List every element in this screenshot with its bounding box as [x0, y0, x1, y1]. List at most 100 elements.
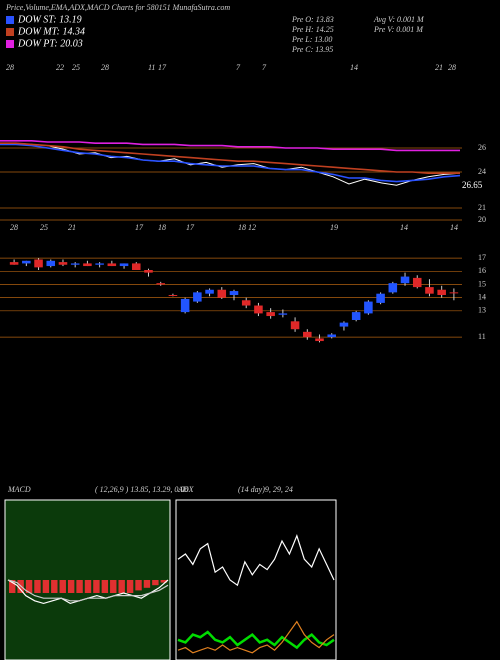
macd-hist — [93, 580, 100, 593]
last-price: 26.65 — [462, 180, 483, 190]
price-line — [0, 140, 460, 152]
candle-body — [156, 283, 165, 285]
info-text: Pre L: 13.00 — [291, 35, 332, 44]
date-label: 21 — [435, 63, 443, 72]
date-label: 7 — [262, 63, 267, 72]
candle-body — [437, 289, 446, 295]
candle-body — [412, 277, 422, 288]
date-label: 14 — [350, 63, 358, 72]
candle-body — [315, 338, 324, 342]
date-label: 17 — [135, 223, 144, 232]
candle-body — [46, 260, 56, 267]
candle-body — [254, 305, 263, 314]
adx-line — [177, 620, 335, 654]
date-label: 17 — [158, 63, 167, 72]
candle-body — [303, 331, 312, 338]
candle-body — [144, 270, 153, 273]
candle-body — [131, 263, 141, 270]
y-tick-label: 14 — [478, 292, 486, 301]
macd-hist — [34, 580, 41, 593]
candle-body — [388, 283, 398, 293]
panel-title: MACD — [7, 485, 31, 494]
y-tick-label: 26 — [478, 143, 486, 152]
date-label: 28 — [10, 223, 18, 232]
candle-body — [376, 293, 385, 303]
adx-panel — [175, 499, 337, 660]
date-label: 17 — [186, 223, 195, 232]
y-tick-label: 21 — [478, 203, 486, 212]
macd-hist — [101, 580, 109, 593]
candle-body — [180, 298, 190, 313]
candle-body — [290, 321, 300, 330]
date-label: 22 — [56, 63, 64, 72]
y-tick-label: 16 — [478, 266, 486, 275]
date-label: 7 — [236, 63, 241, 72]
candle-body — [449, 292, 459, 294]
macd-hist — [59, 580, 66, 593]
macd-hist — [51, 580, 58, 593]
date-label: 14 — [400, 223, 408, 232]
macd-hist — [25, 580, 33, 593]
legend-label: DOW PT: 20.03 — [17, 38, 83, 49]
y-tick-label: 17 — [478, 253, 486, 262]
date-label: 18 — [158, 223, 166, 232]
legend-label: DOW MT: 14.34 — [17, 26, 85, 37]
candle-body — [168, 295, 178, 296]
candle-body — [95, 263, 104, 265]
candle-body — [83, 263, 92, 267]
candle-body — [9, 262, 19, 265]
date-label: 28 — [101, 63, 109, 72]
date-label: 28 — [6, 63, 14, 72]
date-label: 14 — [450, 223, 458, 232]
date-label: 11 — [148, 63, 155, 72]
candle-body — [119, 263, 129, 267]
candle-body — [351, 312, 361, 320]
macd-hist — [84, 580, 92, 593]
macd-hist — [126, 580, 134, 593]
y-tick-label: 20 — [478, 215, 486, 224]
legend-label: DOW ST: 13.19 — [17, 14, 82, 25]
macd-hist — [67, 580, 75, 593]
adx-line — [177, 534, 335, 587]
candle-body — [34, 259, 43, 268]
info-text: Pre V: 0.001 M — [373, 25, 424, 34]
adx-line — [177, 630, 335, 650]
macd-hist — [118, 580, 125, 593]
date-label: 28 — [448, 63, 456, 72]
date-label: 25 — [40, 223, 48, 232]
legend-swatch — [6, 28, 14, 36]
date-label: 21 — [68, 223, 76, 232]
info-text: Pre O: 13.83 — [291, 15, 334, 24]
macd-hist — [9, 580, 16, 593]
candle-body — [278, 313, 288, 315]
y-tick-label: 24 — [478, 167, 486, 176]
panel-subtitle: ( 12,26,9 ) 13.85, 13.29, 0.06 — [95, 485, 188, 494]
candle-body — [58, 262, 68, 265]
candle-body — [70, 263, 80, 265]
macd-hist — [160, 580, 167, 583]
date-label: 12 — [248, 223, 256, 232]
y-tick-label: 13 — [478, 306, 486, 315]
candle-body — [327, 334, 337, 338]
macd-line — [7, 579, 169, 602]
page-title: Price,Volume,EMA,ADX,MACD Charts for 580… — [5, 3, 230, 12]
info-text: Pre H: 14.25 — [291, 25, 334, 34]
candle-body — [229, 291, 239, 295]
candle-body — [193, 292, 202, 302]
macd-hist — [152, 580, 159, 586]
y-tick-label: 15 — [478, 279, 486, 288]
macd-hist — [110, 580, 117, 593]
macd-hist — [143, 580, 151, 588]
candle-body — [425, 287, 434, 294]
candle-body — [205, 289, 214, 294]
info-text: Pre C: 13.95 — [291, 45, 333, 54]
candle-body — [22, 260, 31, 264]
candle-body — [217, 289, 227, 298]
y-tick-label: 11 — [478, 332, 486, 341]
candle-body — [266, 312, 275, 317]
macd-hist — [76, 580, 83, 593]
price-line — [0, 142, 460, 174]
candle-body — [339, 322, 349, 327]
legend-swatch — [6, 40, 14, 48]
